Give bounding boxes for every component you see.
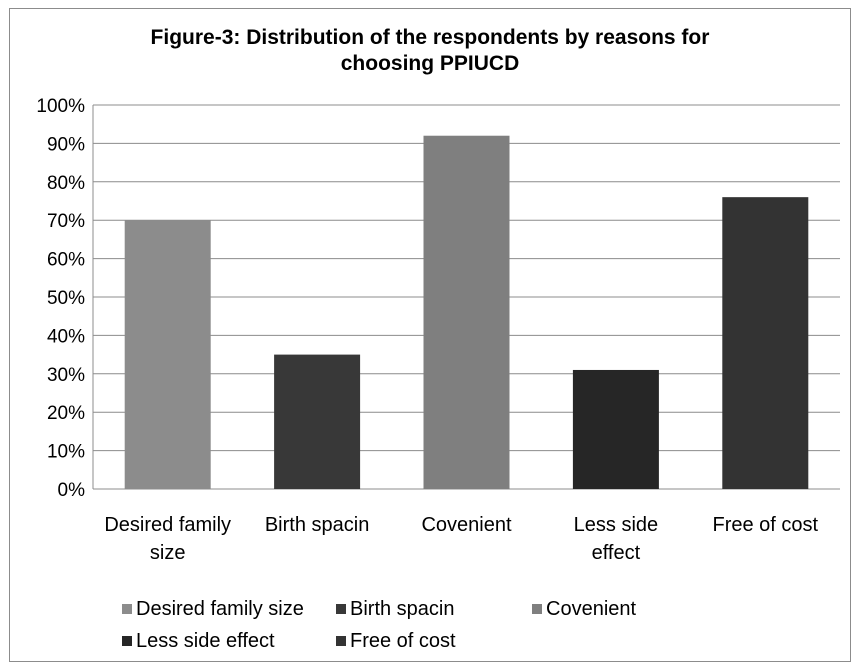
x-category-label: Desired family size bbox=[104, 514, 231, 564]
chart-title: Figure-3: Distribution of the respondent… bbox=[80, 25, 780, 77]
y-tick-label: 0% bbox=[58, 480, 86, 501]
y-tick-label: 30% bbox=[47, 365, 85, 386]
y-tick-label: 70% bbox=[47, 211, 85, 232]
legend-label: Birth spacin bbox=[350, 598, 455, 620]
legend-item: Free of cost bbox=[336, 625, 526, 657]
x-axis-categories: Desired family size Birth spacin Covenient L… bbox=[104, 514, 818, 564]
bar-less-side-effect bbox=[572, 369, 659, 489]
legend-item: Covenient bbox=[532, 593, 722, 625]
chart-title-line-1: Figure-3: Distribution of the respondent… bbox=[150, 26, 710, 49]
legend-swatch bbox=[336, 604, 346, 614]
y-tick-label: 50% bbox=[47, 288, 85, 309]
y-tick-label: 100% bbox=[36, 96, 85, 117]
y-axis-ticks: 0% 10% 20% 30% 40% 50% 60% 70% 80% 90% 100% bbox=[36, 96, 85, 501]
y-tick-label: 90% bbox=[47, 134, 85, 155]
legend-label: Desired family size bbox=[136, 598, 304, 620]
y-tick-label: 40% bbox=[47, 326, 85, 347]
bar-desired-family-size bbox=[124, 220, 211, 489]
chart-title-line-2: choosing PPIUCD bbox=[340, 52, 520, 75]
x-category-label: Free of cost bbox=[712, 514, 818, 536]
bar-birth-spacin bbox=[274, 354, 361, 489]
y-tick-label: 20% bbox=[47, 403, 85, 424]
x-category-label: Less side effect bbox=[574, 514, 659, 564]
legend-row: Desired family size Birth spacin Covenient bbox=[122, 593, 722, 625]
legend-label: Less side effect bbox=[136, 630, 275, 652]
chart-legend: Desired family size Birth spacin Covenient… bbox=[122, 593, 722, 657]
y-tick-label: 10% bbox=[47, 442, 85, 463]
y-tick-label: 80% bbox=[47, 173, 85, 194]
x-category-label: Covenient bbox=[421, 514, 512, 536]
legend-swatch bbox=[532, 604, 542, 614]
legend-swatch bbox=[122, 636, 132, 646]
legend-row: Less side effect Free of cost bbox=[122, 625, 722, 657]
x-category-label: Birth spacin bbox=[265, 514, 370, 536]
legend-swatch bbox=[122, 604, 132, 614]
legend-label: Covenient bbox=[546, 598, 637, 620]
legend-item: Less side effect bbox=[122, 625, 336, 657]
bar-free-of-cost bbox=[722, 197, 809, 489]
bars bbox=[124, 135, 809, 489]
y-tick-label: 60% bbox=[47, 250, 85, 271]
legend-item: Birth spacin bbox=[336, 593, 532, 625]
bar-covenient bbox=[423, 135, 510, 489]
legend-swatch bbox=[336, 636, 346, 646]
legend-item: Desired family size bbox=[122, 593, 336, 625]
legend-label: Free of cost bbox=[350, 630, 456, 652]
